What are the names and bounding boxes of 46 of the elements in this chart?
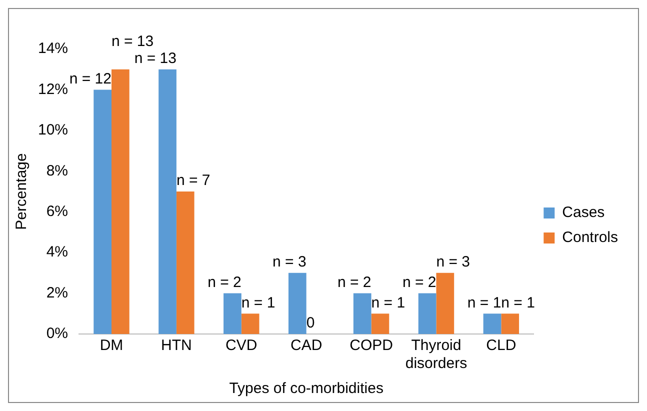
data-label: n = 7 — [176, 172, 210, 190]
data-label: n = 1 — [241, 294, 276, 312]
y-tick-label: 10% — [38, 122, 68, 139]
x-tick-label: COPD — [350, 337, 394, 354]
bar — [418, 293, 436, 334]
bar — [501, 314, 520, 334]
y-axis-title: Percentage — [13, 153, 30, 230]
data-label: n = 13 — [111, 33, 154, 50]
bar — [111, 69, 130, 334]
x-tick-label: CLD — [486, 337, 516, 354]
bar — [288, 272, 306, 334]
data-label: n = 13 — [134, 50, 176, 67]
bar — [371, 314, 390, 334]
legend-label: Cases — [562, 204, 605, 222]
data-label: n = 3 — [436, 254, 470, 271]
data-label: n = 1 — [371, 294, 406, 312]
x-tick-label: DM — [100, 337, 124, 354]
data-label: 0 — [306, 314, 315, 332]
bar — [224, 293, 242, 334]
bar — [483, 314, 502, 334]
data-label: n = 2 — [402, 274, 436, 291]
y-tick-label: 14% — [38, 40, 68, 58]
x-axis-title: Types of co-morbidities — [229, 380, 384, 398]
bar — [176, 192, 194, 334]
x-tick-label: CVD — [226, 337, 258, 354]
bar — [436, 272, 454, 334]
data-label: n = 3 — [272, 254, 306, 271]
bar — [94, 90, 112, 334]
bar — [353, 293, 372, 334]
y-tick-label: 8% — [46, 162, 68, 180]
bar — [158, 69, 176, 334]
x-tick-label: Thyroid disorders — [405, 337, 468, 372]
data-label: n = 2 — [338, 274, 372, 291]
y-tick-label: 0% — [46, 325, 68, 342]
y-tick-label: 4% — [46, 244, 68, 261]
bar — [241, 314, 260, 334]
y-tick-label: 6% — [46, 203, 68, 220]
y-tick-label: 12% — [38, 80, 68, 98]
x-tick-label: CAD — [290, 337, 322, 354]
y-tick-label: 2% — [46, 284, 68, 302]
legend-label: Controls — [562, 229, 618, 246]
x-tick-label: HTN — [161, 337, 192, 354]
data-label: n = 12 — [69, 70, 112, 88]
data-label: n = 2 — [208, 274, 242, 291]
data-label: n = 1 — [467, 294, 502, 312]
data-label: n = 1 — [501, 294, 535, 312]
